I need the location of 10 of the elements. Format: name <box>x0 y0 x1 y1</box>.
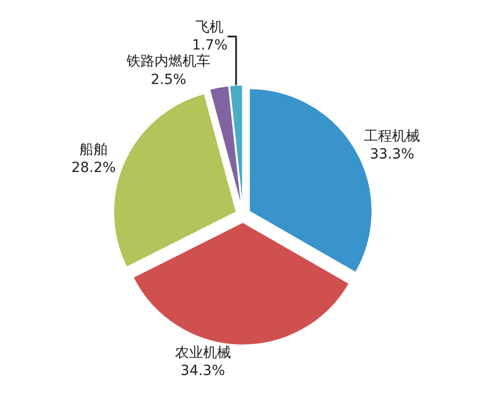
data-label: 34.3% <box>180 363 226 380</box>
data-label: 1.7% <box>192 38 228 54</box>
slice-label: 农业机械 <box>174 344 231 361</box>
slice-label: 铁路内燃机车 <box>125 54 210 70</box>
slice-label: 飞机 <box>196 19 224 36</box>
data-label: 33.3% <box>370 146 414 163</box>
slice-label: 工程机械 <box>364 128 420 144</box>
slice-label: 船舶 <box>80 142 108 158</box>
data-label: 28.2% <box>71 160 116 176</box>
data-label: 2.5% <box>150 72 186 88</box>
